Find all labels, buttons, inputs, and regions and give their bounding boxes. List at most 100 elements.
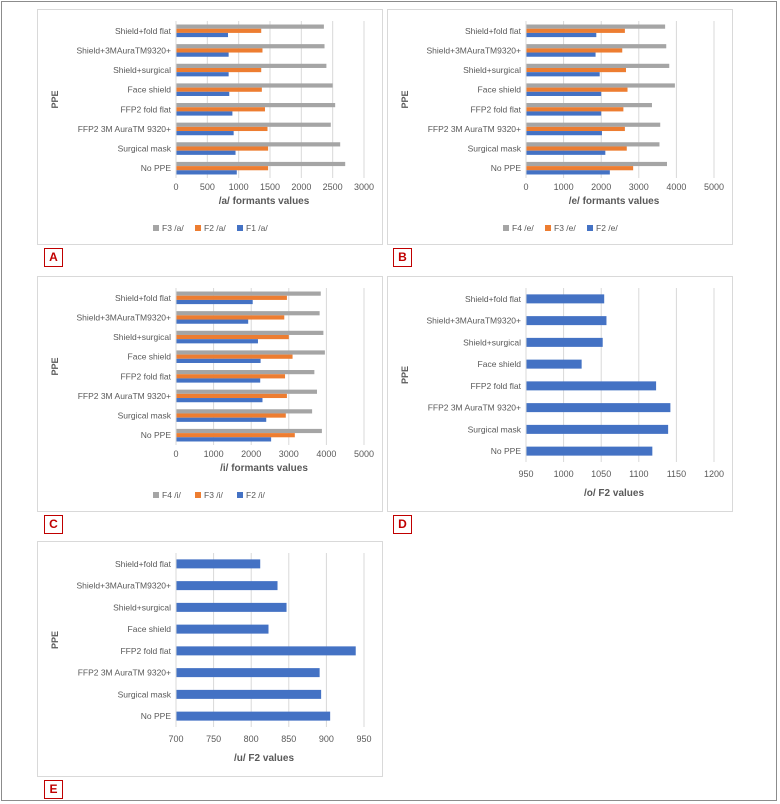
bar [176, 354, 293, 359]
chart-e: 700 750 800 850 900 950 Shield+fold flat Shield… [50, 553, 372, 764]
bar [176, 378, 261, 383]
category-label: Face shield [478, 85, 522, 95]
legend-entry: F4 /e/ [512, 223, 534, 233]
x-tick-label: 900 [319, 734, 334, 744]
panel-a: 0 500 1000 1500 2000 2500 3000 Shield+fold flat… [37, 9, 383, 245]
bar [176, 711, 331, 721]
bar [176, 107, 265, 112]
legend-entry: F4 /i/ [162, 490, 182, 500]
bar [176, 44, 325, 49]
x-tick-label: 1000 [229, 182, 249, 192]
x-tick-label: 3000 [279, 449, 299, 459]
bar [176, 330, 324, 335]
category-label: Shield+3MAuraTM9320+ [76, 312, 171, 322]
bar [176, 295, 287, 300]
x-tick-label: 1000 [554, 469, 574, 479]
bar [176, 291, 321, 296]
bar [526, 381, 657, 391]
x-tick-label: 2000 [241, 449, 261, 459]
category-label: FFP2 3M AuraTM 9320+ [78, 391, 171, 401]
bar [176, 83, 333, 88]
category-label: Shield+surgical [113, 65, 171, 75]
panel-label-c: C [44, 515, 63, 534]
bar [176, 393, 287, 399]
bar [176, 91, 230, 96]
bar [176, 350, 325, 355]
x-tick-label: 0 [523, 182, 528, 192]
bar [176, 170, 237, 175]
bar [176, 67, 262, 73]
bar [526, 87, 628, 92]
bar [176, 398, 263, 403]
x-tick-label: 4000 [316, 449, 336, 459]
legend-entry: F1 /a/ [246, 223, 268, 233]
x-tick-label: 4000 [666, 182, 686, 192]
x-tick-label: 500 [200, 182, 215, 192]
bar [176, 409, 313, 414]
bar [526, 294, 605, 304]
chart-a: 0 500 1000 1500 2000 2500 3000 Shield+fold flat… [50, 21, 374, 233]
bar [526, 111, 602, 116]
x-tick-label: 0 [173, 182, 178, 192]
x-tick-label: 2500 [323, 182, 343, 192]
bar [526, 424, 669, 434]
category-label: Surgical mask [468, 144, 522, 154]
category-label: Shield+surgical [113, 332, 171, 342]
bar [176, 581, 278, 591]
category-label: Surgical mask [118, 411, 172, 421]
bar [176, 374, 286, 379]
legend-entry: F3 /a/ [162, 223, 184, 233]
bar [526, 83, 675, 88]
bar [526, 403, 671, 413]
category-label: FFP2 fold flat [120, 371, 171, 381]
chart-b: 0 1000 2000 3000 4000 5000 Shield+fold flat Shi… [400, 21, 724, 233]
bar [526, 72, 600, 77]
bar [526, 446, 653, 456]
category-label: FFP2 3M AuraTM 9320+ [428, 124, 521, 134]
bar [176, 28, 262, 33]
bar [526, 150, 606, 155]
category-label: Shield+fold flat [115, 26, 172, 36]
category-label: Shield+surgical [463, 65, 521, 75]
panel-e: 700 750 800 850 900 950 Shield+fold flat Shield… [37, 541, 383, 777]
bar [176, 339, 258, 344]
x-tick-label: 950 [356, 734, 371, 744]
x-axis-title: /e/ formants values [569, 196, 660, 207]
bar [526, 316, 607, 326]
bar [526, 67, 627, 73]
bar [526, 52, 596, 57]
category-label: FFP2 3M AuraTM 9320+ [78, 668, 171, 678]
bar [176, 299, 253, 305]
bar [176, 87, 262, 92]
y-axis-title: PPE [400, 90, 410, 108]
bar [176, 428, 322, 434]
x-tick-label: 1000 [554, 182, 574, 192]
y-axis-title: PPE [400, 366, 410, 384]
bar [176, 689, 322, 699]
legend-swatch [153, 225, 159, 231]
legend-entry: F2 /i/ [246, 490, 266, 500]
legend-swatch [503, 225, 509, 231]
bar [526, 131, 602, 136]
category-label: Shield+surgical [113, 602, 171, 612]
panel-label-a: A [44, 248, 63, 267]
bar [526, 161, 667, 167]
x-tick-label: 2000 [291, 182, 311, 192]
bar [176, 334, 289, 340]
bar [526, 122, 661, 127]
legend-swatch [545, 225, 551, 231]
legend-entry: F3 /i/ [204, 490, 224, 500]
bar [526, 142, 660, 147]
bar [176, 150, 236, 155]
bar [526, 107, 624, 112]
bar [176, 417, 267, 422]
bar [526, 28, 625, 33]
panel-label-d: D [393, 515, 412, 534]
chart-c: 0 1000 2000 3000 4000 5000 Shield+fold flat Shi… [50, 288, 374, 500]
bar [176, 315, 285, 320]
y-axis-title: PPE [50, 90, 60, 108]
bar [176, 126, 268, 132]
category-label: Face shield [128, 624, 172, 634]
category-label: Shield+3MAuraTM9320+ [76, 45, 171, 55]
x-tick-label: 5000 [704, 182, 724, 192]
